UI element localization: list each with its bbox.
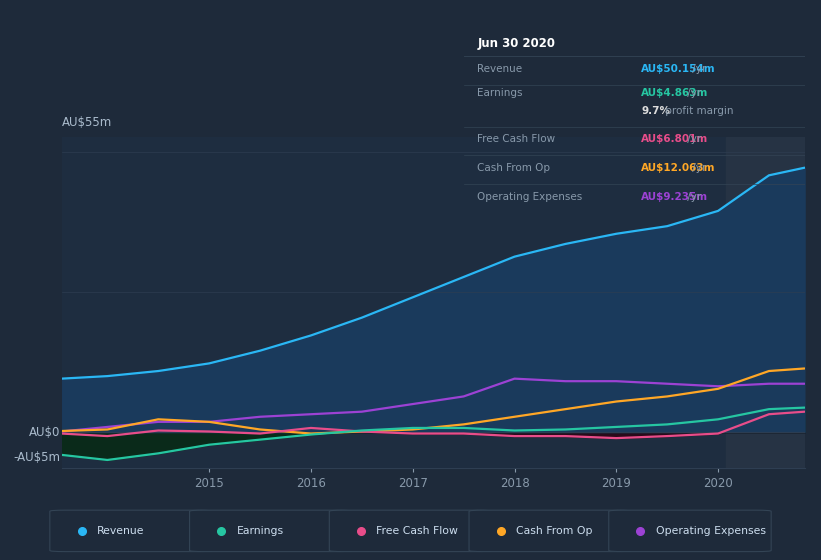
- Text: /yr: /yr: [685, 193, 702, 203]
- Text: Revenue: Revenue: [97, 526, 144, 536]
- Text: 9.7%: 9.7%: [641, 106, 670, 116]
- Text: Revenue: Revenue: [478, 64, 523, 74]
- Text: -AU$5m: -AU$5m: [13, 451, 60, 464]
- Text: Free Cash Flow: Free Cash Flow: [376, 526, 458, 536]
- Text: /yr: /yr: [685, 134, 702, 144]
- Text: Jun 30 2020: Jun 30 2020: [478, 37, 556, 50]
- Text: Cash From Op: Cash From Op: [516, 526, 593, 536]
- Text: AU$50.154m: AU$50.154m: [641, 64, 716, 74]
- Text: AU$0: AU$0: [29, 426, 60, 438]
- Text: /yr: /yr: [689, 163, 706, 173]
- Text: Earnings: Earnings: [478, 87, 523, 97]
- FancyBboxPatch shape: [469, 510, 631, 552]
- Text: profit margin: profit margin: [663, 106, 734, 116]
- Bar: [727, 137, 805, 468]
- FancyBboxPatch shape: [329, 510, 492, 552]
- Text: AU$12.063m: AU$12.063m: [641, 163, 716, 173]
- Text: /yr: /yr: [685, 87, 702, 97]
- Text: AU$55m: AU$55m: [62, 116, 112, 129]
- Text: /yr: /yr: [689, 64, 706, 74]
- Text: AU$4.863m: AU$4.863m: [641, 87, 709, 97]
- Text: Cash From Op: Cash From Op: [478, 163, 551, 173]
- Text: Operating Expenses: Operating Expenses: [478, 193, 583, 203]
- FancyBboxPatch shape: [50, 510, 212, 552]
- FancyBboxPatch shape: [190, 510, 352, 552]
- Text: Operating Expenses: Operating Expenses: [656, 526, 766, 536]
- Text: Earnings: Earnings: [236, 526, 283, 536]
- FancyBboxPatch shape: [609, 510, 771, 552]
- Text: Free Cash Flow: Free Cash Flow: [478, 134, 556, 144]
- Text: AU$6.801m: AU$6.801m: [641, 134, 709, 144]
- Text: AU$9.235m: AU$9.235m: [641, 193, 709, 203]
